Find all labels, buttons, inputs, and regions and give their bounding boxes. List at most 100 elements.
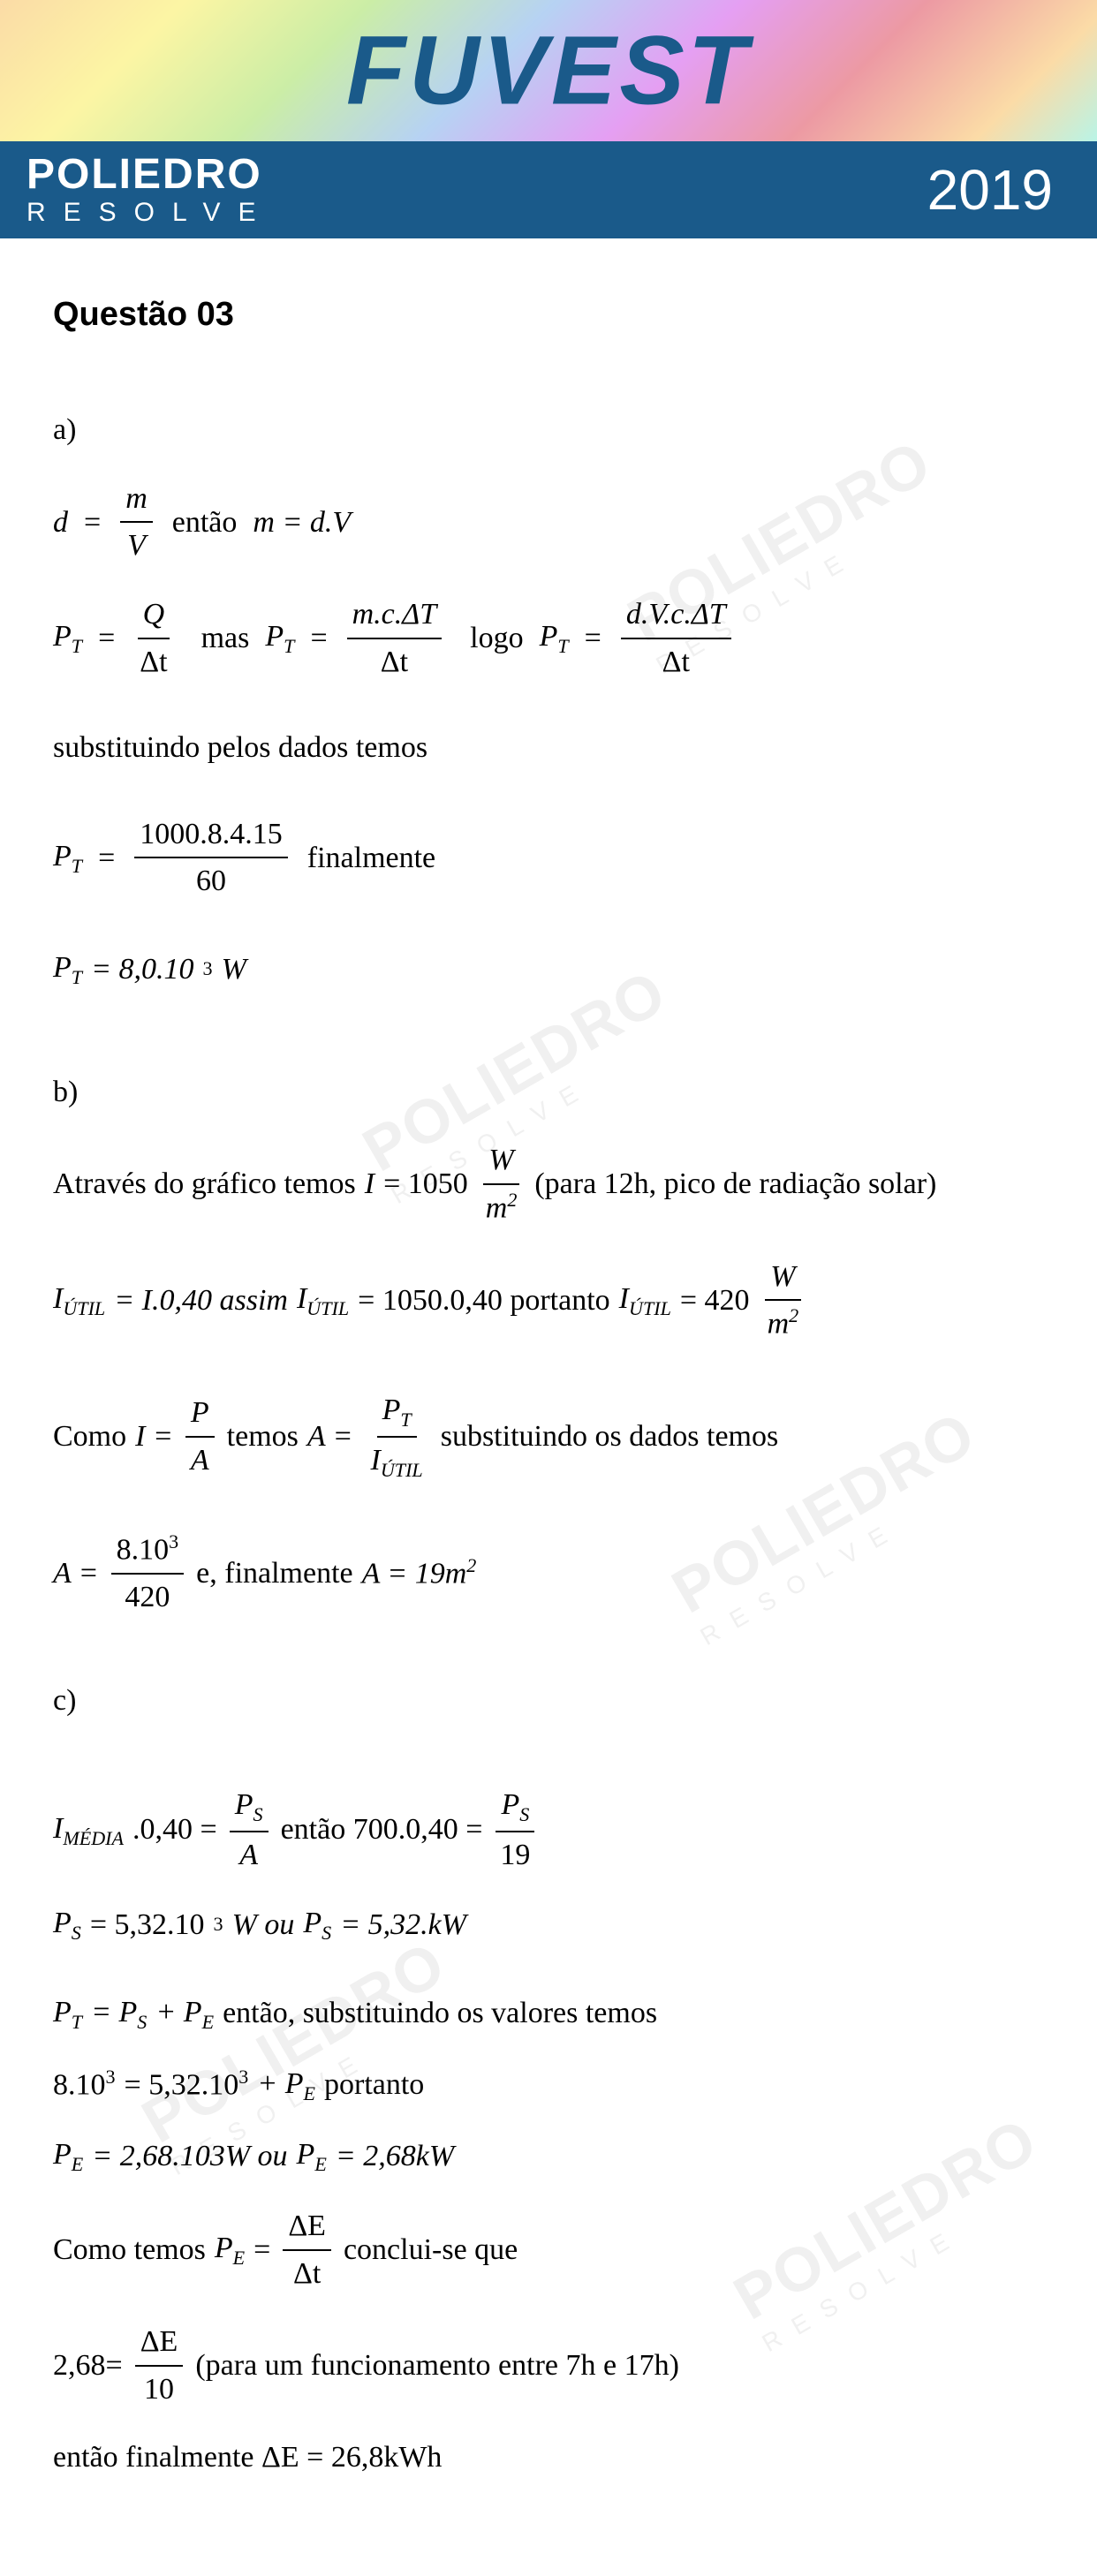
eq-c5: PE = 2,68.103W ou PE = 2,68kW (53, 2134, 1044, 2179)
exp: 2 (507, 1189, 517, 1211)
frac-num: Q (138, 593, 170, 639)
var-PT: PT (540, 616, 569, 661)
text-entao: então (172, 502, 238, 544)
exp: 2 (789, 1304, 798, 1326)
eq-c7: 2,68= ΔE 10 (para um funcionamento entre… (53, 2321, 1044, 2410)
sub-S: S (322, 1922, 331, 1944)
result: A = 19m2 (362, 1552, 477, 1595)
text-line: substituindo pelos dados temos (53, 727, 1044, 769)
var-P: P (53, 2138, 72, 2171)
exp: 3 (238, 2066, 248, 2088)
frac-den: 60 (191, 858, 231, 903)
sub-T: T (72, 966, 82, 988)
text: = 5,32.103 (125, 2064, 249, 2106)
var-P: P (303, 1907, 322, 1939)
eq-b4: A = 8.103 420 e, finalmente A = 19m2 (53, 1529, 1044, 1619)
eq-c3: PT = PS + PE então, substituindo os valo… (53, 1991, 1044, 2036)
frac-num: ΔE (283, 2205, 331, 2251)
den-base: m (486, 1191, 508, 1224)
text: = 5,32.kW (340, 1904, 466, 1946)
frac-den: V (122, 523, 151, 567)
frac-num: W (765, 1256, 800, 1302)
text: = 5,32.10 (90, 1904, 205, 1946)
fraction: PS 19 (495, 1784, 535, 1876)
text: Como temos (53, 2229, 206, 2271)
eq-b1: Através do gráfico temos I = 1050 W m2 (… (53, 1139, 1044, 1229)
sub-T: T (284, 635, 294, 657)
sub-util: ÚTIL (63, 1297, 105, 1319)
fraction: d.V.c.ΔT Δt (621, 593, 731, 683)
sub-media: MÉDIA (63, 1826, 124, 1848)
frac-num: PS (496, 1784, 534, 1832)
text: + P (155, 1996, 201, 2028)
text: A = 19m (362, 1557, 467, 1590)
text: + PE (257, 2063, 315, 2108)
var-I: I (371, 1444, 381, 1477)
var-P: P (265, 620, 284, 653)
text: = I.0,40 assim (114, 1280, 288, 1322)
var: PE (297, 2134, 327, 2179)
frac-num: PS (230, 1784, 269, 1832)
frac-num: PT (377, 1389, 417, 1438)
frac-num: 8.103 (111, 1529, 185, 1575)
text-final: finalmente (307, 837, 435, 880)
num: 8.10 (53, 2068, 106, 2101)
fraction: 8.103 420 (111, 1529, 185, 1619)
body-text: Questão 03 a) d = m V então m = d.V PT =… (53, 291, 1044, 2479)
equals: = (98, 837, 115, 880)
var: PE (215, 2227, 245, 2272)
text: = 1050 (383, 1163, 468, 1205)
exp: 3 (203, 956, 213, 983)
eq-a2: PT = Q Δt mas PT = m.c.ΔT Δt logo PT = d… (53, 593, 1044, 683)
frac-num: P (185, 1392, 215, 1438)
sub-E: E (304, 2081, 316, 2104)
var-P: P (53, 1996, 72, 2028)
frac-den: Δt (134, 639, 172, 684)
fraction: ΔE Δt (283, 2205, 331, 2294)
equals: = (585, 617, 601, 660)
var-I: I (53, 1282, 63, 1315)
den-base: m (768, 1308, 790, 1341)
var-P: P (53, 620, 72, 653)
sub-T: T (400, 1409, 411, 1431)
text: e, finalmente (196, 1552, 352, 1595)
sub-S: S (137, 2011, 147, 2033)
var: PT (53, 1991, 82, 2036)
text: = 2,68kW (336, 2135, 454, 2178)
text: .0,40 = (132, 1809, 217, 1851)
fraction: 1000.8.4.15 60 (134, 813, 288, 903)
text: + P (257, 2067, 303, 2100)
sub-T: T (72, 855, 82, 877)
sub-T: T (72, 2011, 82, 2033)
frac-den: 10 (139, 2367, 179, 2411)
equals: = (253, 2229, 270, 2271)
fraction: ΔE 10 (135, 2321, 184, 2410)
var-I: I (53, 1812, 63, 1845)
var-PT: PT (53, 616, 82, 661)
eq-c4: 8.103 = 5,32.103 + PE portanto (53, 2063, 1044, 2108)
text: = 420 (680, 1280, 750, 1322)
sub-S: S (519, 1803, 529, 1825)
year-label: 2019 (927, 157, 1053, 223)
frac-den: m2 (480, 1185, 523, 1229)
text: Através do gráfico temos (53, 1163, 356, 1205)
frac-den: Δt (288, 2251, 326, 2295)
var-d: d (53, 502, 68, 544)
text: então, substituindo os valores temos (223, 1992, 657, 2035)
text: = P (91, 1996, 137, 2028)
eq-rhs: = 8,0.10 (91, 948, 193, 991)
text: = 1050.0,40 portanto (358, 1280, 609, 1322)
header-colorbar: FUVEST (0, 0, 1097, 141)
text: substituindo os dados temos (441, 1416, 779, 1458)
page-title: FUVEST (346, 15, 751, 127)
var-P: P (215, 2232, 233, 2264)
var: PS (303, 1902, 331, 1947)
var-PT: PT (265, 616, 294, 661)
frac-num: m (120, 478, 153, 524)
exp: 2 (466, 1554, 476, 1576)
part-c-label: c) (53, 1680, 1044, 1722)
var-P: P (53, 840, 72, 873)
part-b-label: b) (53, 1071, 1044, 1114)
fraction: PT IÚTIL (366, 1389, 428, 1484)
eq-a3: PT = 1000.8.4.15 60 finalmente (53, 813, 1044, 903)
